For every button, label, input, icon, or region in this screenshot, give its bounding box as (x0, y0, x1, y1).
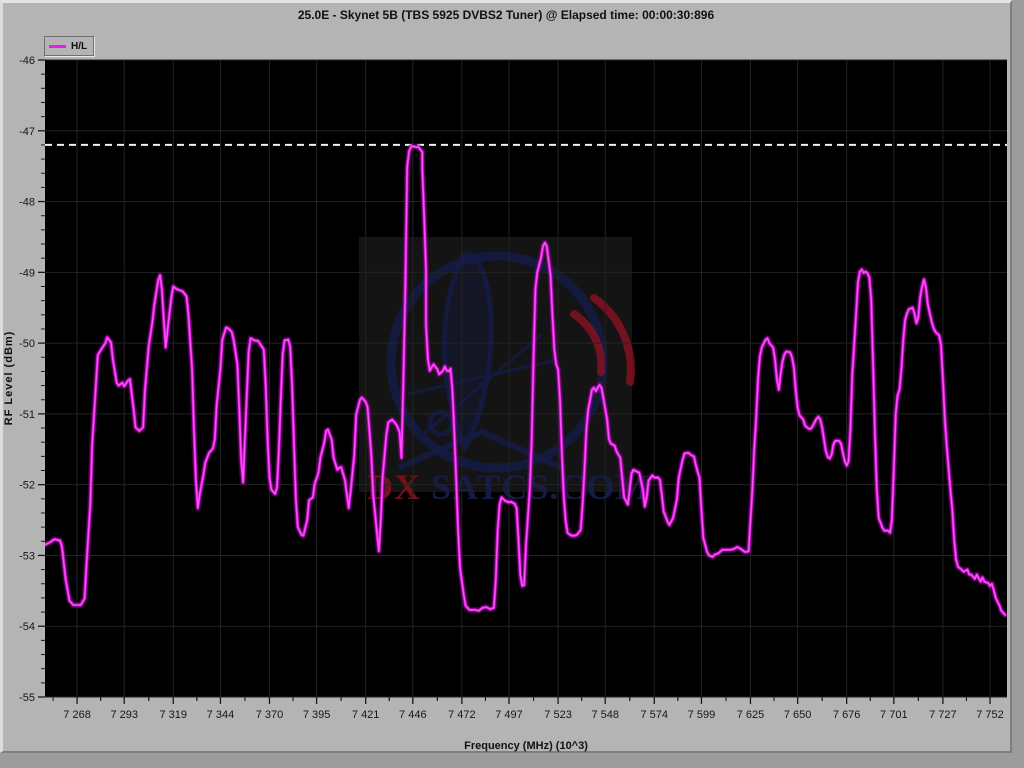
x-tick-label: 7 293 (110, 709, 138, 721)
x-tick-label: 7 625 (737, 709, 765, 721)
chart-title: 25.0E - Skynet 5B (TBS 5925 DVBS2 Tuner)… (297, 8, 715, 22)
y-tick-label: -49 (19, 267, 35, 279)
x-tick-label: 7 421 (352, 709, 380, 721)
x-tick-label: 7 727 (929, 709, 957, 721)
y-tick-label: -52 (19, 480, 35, 492)
y-tick-label: -54 (19, 621, 35, 633)
legend[interactable]: H/L (44, 36, 95, 56)
y-tick-label: -50 (19, 338, 35, 350)
x-tick-label: 7 574 (641, 709, 669, 721)
x-tick-label: 7 497 (495, 709, 523, 721)
x-axis-title: Frequency (MHz) (10^3) (464, 740, 588, 752)
x-tick-label: 7 319 (160, 709, 188, 721)
x-tick-label: 7 344 (207, 709, 235, 721)
x-tick-label: 7 548 (591, 709, 619, 721)
x-tick-label: 7 752 (976, 709, 1004, 721)
x-tick-label: 7 523 (544, 709, 572, 721)
y-tick-label: -48 (19, 197, 35, 209)
y-tick-label: -47 (19, 126, 35, 138)
legend-label: H/L (71, 40, 88, 52)
y-tick-label: -53 (19, 550, 35, 562)
x-tick-label: 7 701 (880, 709, 908, 721)
x-tick-label: 7 472 (448, 709, 476, 721)
x-tick-label: 7 676 (833, 709, 861, 721)
y-tick-label: -51 (19, 409, 35, 421)
watermark-text: DX SATCS.COM (367, 467, 650, 507)
x-tick-label: 7 370 (256, 709, 284, 721)
signal-waves-icon (570, 294, 635, 386)
y-tick-label: -46 (19, 55, 35, 67)
x-tick-label: 7 268 (63, 709, 91, 721)
x-tick-label: 7 446 (399, 709, 427, 721)
satellite-dish-logo (386, 251, 608, 473)
spectrum-trace (45, 145, 1006, 616)
x-tick-label: 7 395 (303, 709, 331, 721)
y-tick-label: -55 (19, 692, 35, 704)
x-tick-label: 7 650 (784, 709, 812, 721)
legend-line-sample (49, 44, 66, 48)
x-tick-label: 7 599 (688, 709, 716, 721)
